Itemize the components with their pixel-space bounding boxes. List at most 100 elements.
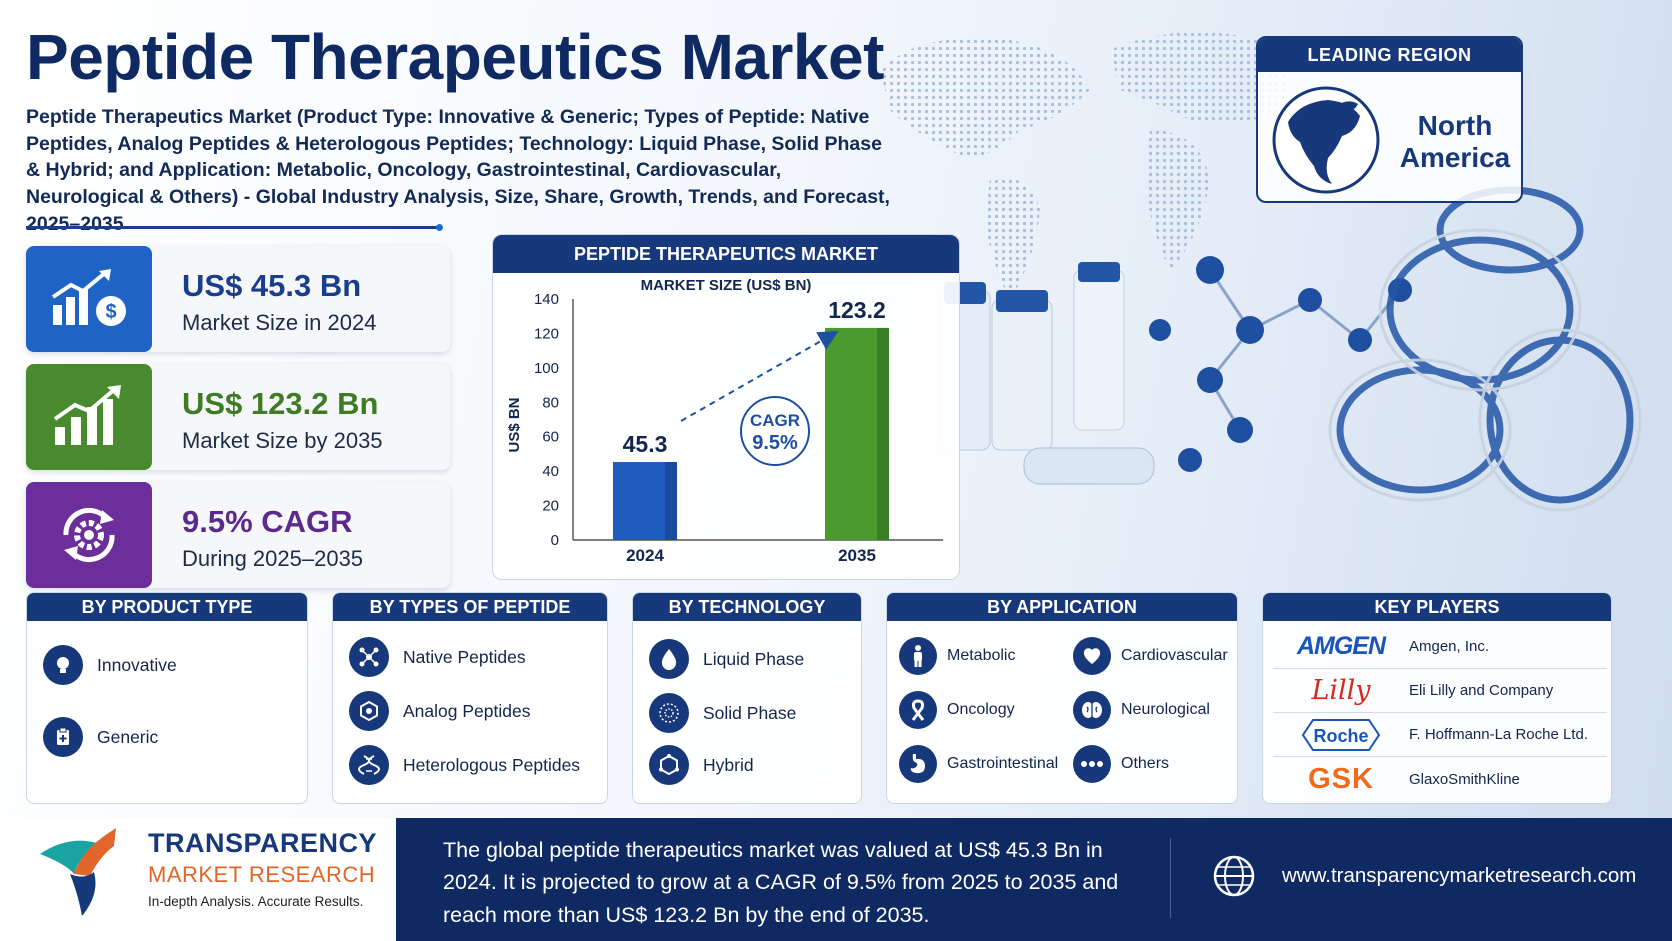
svg-text:Roche: Roche	[1313, 726, 1368, 746]
x-tick-label: 2024	[626, 546, 664, 565]
segment-item-label: Neurological	[1121, 701, 1210, 718]
bar-rect	[825, 327, 889, 540]
lightbulb-icon	[43, 645, 83, 685]
segment-heading: BY TYPES OF PEPTIDE	[333, 593, 607, 621]
segment-item-innovative: Innovative	[43, 645, 177, 685]
footer-summary-text: The global peptide therapeutics market w…	[443, 838, 1119, 927]
growth-dollar-icon: $	[26, 246, 152, 352]
cycle-gear-icon	[26, 482, 152, 588]
dna-icon	[349, 745, 389, 785]
segment-item-label: Solid Phase	[703, 702, 797, 723]
stat-value: US$ 45.3 Bn	[182, 268, 362, 303]
background-illustration	[860, 0, 1672, 590]
segment-item-generic: Generic	[43, 717, 158, 757]
y-tick-label: 80	[542, 394, 559, 411]
bar-value-label: 45.3	[623, 431, 668, 457]
chart-subheading: MARKET SIZE (US$ BN)	[640, 277, 812, 294]
cagr-badge	[740, 396, 810, 466]
segment-item-gastrointestinal: Gastrointestinal	[899, 745, 1058, 783]
roche-logo: Roche	[1273, 718, 1409, 752]
lilly-logo: Lilly	[1311, 675, 1371, 706]
segment-item-others: Others	[1073, 745, 1169, 783]
brain-icon	[1073, 691, 1111, 729]
bar-value-label: 123.2	[828, 297, 886, 323]
cagr-badge-value: 9.5%	[752, 432, 798, 454]
tmr-logo-icon	[40, 828, 116, 916]
key-player-name: GlaxoSmithKline	[1409, 770, 1520, 788]
y-axis-label: US$ BN	[506, 397, 523, 452]
droplet-icon	[649, 639, 689, 679]
x-tick-label: 2035	[838, 546, 876, 565]
key-player-row: Roche F. Hoffmann-La Roche Ltd.	[1273, 713, 1607, 757]
key-players-heading: KEY PLAYERS	[1263, 593, 1611, 621]
market-size-chart-card: PEPTIDE THERAPEUTICS MARKET MARKET SIZE …	[492, 234, 960, 580]
globe-north-america-icon	[1272, 86, 1380, 194]
segment-item-label: Native Peptides	[403, 646, 526, 667]
bar-shade	[877, 327, 889, 540]
segment-item-cardiovascular: Cardiovascular	[1073, 637, 1228, 675]
gsk-logo: GSK	[1308, 762, 1374, 795]
segment-heading: BY TECHNOLOGY	[633, 593, 861, 621]
key-players-card: KEY PLAYERS AMGEN Amgen, Inc. Lilly Eli …	[1262, 592, 1612, 804]
y-tick-label: 120	[534, 325, 559, 342]
bar-2035: 123.2 2035	[825, 297, 889, 565]
website-link[interactable]: www.transparencymarketresearch.com	[1282, 864, 1637, 887]
hexagon-icon	[349, 691, 389, 731]
y-tick-label: 100	[534, 360, 559, 377]
cagr-badge-label: CAGR	[750, 411, 800, 430]
ellipsis-icon	[1073, 745, 1111, 783]
leading-region-name: North America	[1399, 110, 1511, 174]
clipboard-icon	[43, 717, 83, 757]
growth-chart-icon	[26, 364, 152, 470]
stomach-icon	[899, 745, 937, 783]
stat-value: 9.5% CAGR	[182, 504, 353, 539]
molecule-illustration	[939, 186, 1642, 512]
globe-icon	[1213, 855, 1255, 897]
segment-application: BY APPLICATION Metabolic Cardiovascular …	[886, 592, 1238, 804]
ribbon-icon	[899, 691, 937, 729]
stat-card-cagr: 9.5% CAGR During 2025–2035	[26, 482, 450, 588]
y-tick-label: 40	[542, 463, 559, 480]
y-tick-label: 60	[542, 429, 559, 446]
segment-item-label: Analog Peptides	[403, 700, 531, 721]
segment-item-heterologous-peptides: Heterologous Peptides	[349, 745, 580, 785]
segment-item-label: Gastrointestinal	[947, 755, 1059, 772]
key-player-name: Eli Lilly and Company	[1409, 682, 1554, 699]
segment-item-label: Generic	[97, 726, 159, 747]
segment-item-oncology: Oncology	[899, 691, 1015, 729]
bar-2024: 45.3 2024	[613, 431, 677, 565]
segment-item-neurological: Neurological	[1073, 691, 1210, 729]
world-map-dots	[880, 32, 1287, 300]
segment-item-solid-phase: Solid Phase	[649, 693, 796, 733]
dots-circle-icon	[649, 693, 689, 733]
stat-card-market-2035: US$ 123.2 Bn Market Size by 2035	[26, 364, 450, 470]
growth-trend-arrow	[680, 331, 839, 422]
y-tick-label: 20	[542, 498, 559, 515]
footer-divider	[1170, 838, 1171, 918]
brand-name-line1: TRANSPARENCY	[148, 828, 378, 858]
footer-brand-area	[0, 818, 396, 941]
key-player-row: AMGEN Amgen, Inc.	[1273, 625, 1607, 669]
heart-icon	[1073, 637, 1111, 675]
segment-item-native-peptides: Native Peptides	[349, 637, 526, 677]
segment-item-label: Metabolic	[947, 647, 1016, 664]
segment-item-metabolic: Metabolic	[899, 637, 1015, 675]
key-player-name: F. Hoffmann-La Roche Ltd.	[1409, 726, 1588, 743]
stat-label: Market Size in 2024	[182, 310, 377, 335]
y-tick-label: 0	[551, 532, 559, 549]
segment-item-label: Cardiovascular	[1121, 647, 1228, 664]
segment-product-type: BY PRODUCT TYPE Innovative Generic	[26, 592, 308, 804]
segment-heading: BY APPLICATION	[887, 593, 1237, 621]
page-subtitle: Peptide Therapeutics Market (Product Typ…	[26, 106, 890, 235]
y-tick-label: 140	[534, 291, 559, 308]
chart-heading: PEPTIDE THERAPEUTICS MARKET	[493, 235, 959, 273]
segment-item-label: Others	[1121, 755, 1170, 772]
brand-name-line2: MARKET RESEARCH	[148, 862, 376, 887]
key-player-row: Lilly Eli Lilly and Company	[1273, 669, 1607, 713]
stat-label: During 2025–2035	[182, 546, 364, 571]
stat-card-market-2024: $ US$ 45.3 Bn Market Size in 2024	[26, 246, 450, 352]
segment-technology: BY TECHNOLOGY Liquid Phase Solid Phase H…	[632, 592, 862, 804]
key-player-row: GSK GlaxoSmithKline	[1273, 757, 1607, 801]
body-icon	[899, 637, 937, 675]
segment-item-label: Hybrid	[703, 754, 754, 775]
